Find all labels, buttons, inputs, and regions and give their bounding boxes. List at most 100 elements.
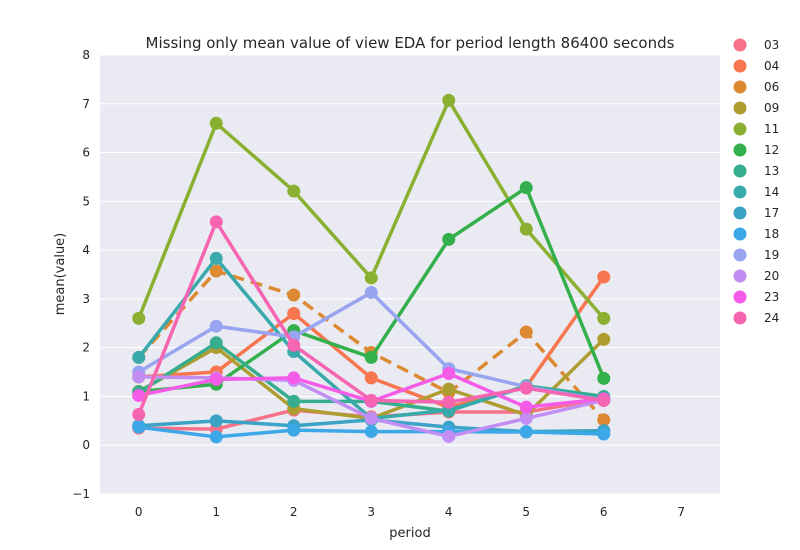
legend-label: 03 [764, 38, 779, 52]
data-point [364, 411, 378, 425]
y-axis-ticks: −1 0 1 2 3 4 5 6 7 8 [72, 48, 90, 501]
y-axis-label: mean(value) [53, 233, 68, 316]
legend-label: 09 [764, 101, 779, 115]
legend-marker [733, 38, 747, 52]
data-point [132, 370, 146, 384]
x-tick-label: 5 [522, 505, 530, 519]
data-point [209, 414, 223, 428]
data-point [364, 393, 378, 407]
legend-label: 11 [764, 122, 779, 136]
data-point [442, 367, 456, 381]
legend-marker [733, 59, 747, 73]
y-tick-label: 7 [82, 97, 90, 111]
data-point [597, 311, 611, 325]
legend-label: 04 [764, 59, 779, 73]
data-point [519, 381, 533, 395]
data-point [597, 371, 611, 385]
data-point [287, 394, 301, 408]
data-point [132, 350, 146, 364]
data-point [597, 413, 611, 427]
data-point [287, 371, 301, 385]
x-tick-label: 7 [677, 505, 685, 519]
series-24 [132, 215, 611, 421]
data-point [519, 400, 533, 414]
series-18 [132, 420, 611, 444]
data-point [209, 372, 223, 386]
legend-marker [733, 248, 747, 262]
x-axis-label: period [389, 526, 430, 541]
y-tick-label: 4 [82, 243, 90, 257]
legend-label: 24 [764, 311, 779, 325]
legend-label: 17 [764, 206, 779, 220]
data-point [364, 425, 378, 439]
data-point [364, 371, 378, 385]
legend-label: 12 [764, 143, 779, 157]
legend-label: 06 [764, 80, 779, 94]
data-point [209, 251, 223, 265]
y-tick-label: 0 [82, 438, 90, 452]
x-tick-label: 0 [135, 505, 143, 519]
legend-marker [733, 185, 747, 199]
data-point [132, 388, 146, 402]
x-tick-label: 6 [600, 505, 608, 519]
data-point [209, 215, 223, 229]
data-point [209, 319, 223, 333]
legend-marker [733, 80, 747, 94]
y-tick-label: 8 [82, 48, 90, 62]
legend-marker [733, 311, 747, 325]
legend-marker [733, 227, 747, 241]
data-point [209, 116, 223, 130]
x-tick-label: 2 [290, 505, 298, 519]
legend-marker [733, 206, 747, 220]
data-point [132, 407, 146, 421]
legend-label: 23 [764, 290, 779, 304]
data-point [364, 271, 378, 285]
x-tick-label: 1 [212, 505, 220, 519]
data-point [442, 93, 456, 107]
data-point [287, 338, 301, 352]
legend-label: 13 [764, 164, 779, 178]
data-point [287, 184, 301, 198]
x-axis-ticks: 0 1 2 3 4 5 6 7 [135, 505, 685, 519]
y-tick-label: 5 [82, 194, 90, 208]
data-point [209, 336, 223, 350]
data-point [519, 222, 533, 236]
chart-title: Missing only mean value of view EDA for … [146, 34, 675, 52]
data-point [132, 311, 146, 325]
legend-label: 20 [764, 269, 779, 283]
y-tick-label: −1 [72, 487, 90, 501]
x-tick-label: 3 [367, 505, 375, 519]
data-point [597, 393, 611, 407]
data-point [597, 427, 611, 441]
data-point [287, 288, 301, 302]
series-11 [132, 93, 611, 325]
legend-marker [733, 269, 747, 283]
data-point [597, 332, 611, 346]
y-tick-label: 6 [82, 146, 90, 160]
y-tick-label: 1 [82, 389, 90, 403]
data-point [287, 307, 301, 321]
legend-label: 18 [764, 227, 779, 241]
legend-label: 14 [764, 185, 779, 199]
x-tick-label: 4 [445, 505, 453, 519]
series-layer [132, 93, 611, 444]
data-point [519, 325, 533, 339]
data-point [442, 382, 456, 396]
data-point [519, 425, 533, 439]
data-point [442, 395, 456, 409]
legend-marker [733, 290, 747, 304]
y-tick-label: 3 [82, 292, 90, 306]
data-point [442, 232, 456, 246]
data-point [364, 286, 378, 300]
data-point [364, 350, 378, 364]
data-point [597, 270, 611, 284]
legend-marker [733, 101, 747, 115]
data-point [519, 181, 533, 195]
legend: 03 04 06 09 11 12 13 14 17 18 19 20 23 24 [733, 38, 779, 325]
data-point [209, 430, 223, 444]
y-tick-label: 2 [82, 341, 90, 355]
data-point [519, 411, 533, 425]
legend-marker [733, 164, 747, 178]
legend-marker [733, 122, 747, 136]
